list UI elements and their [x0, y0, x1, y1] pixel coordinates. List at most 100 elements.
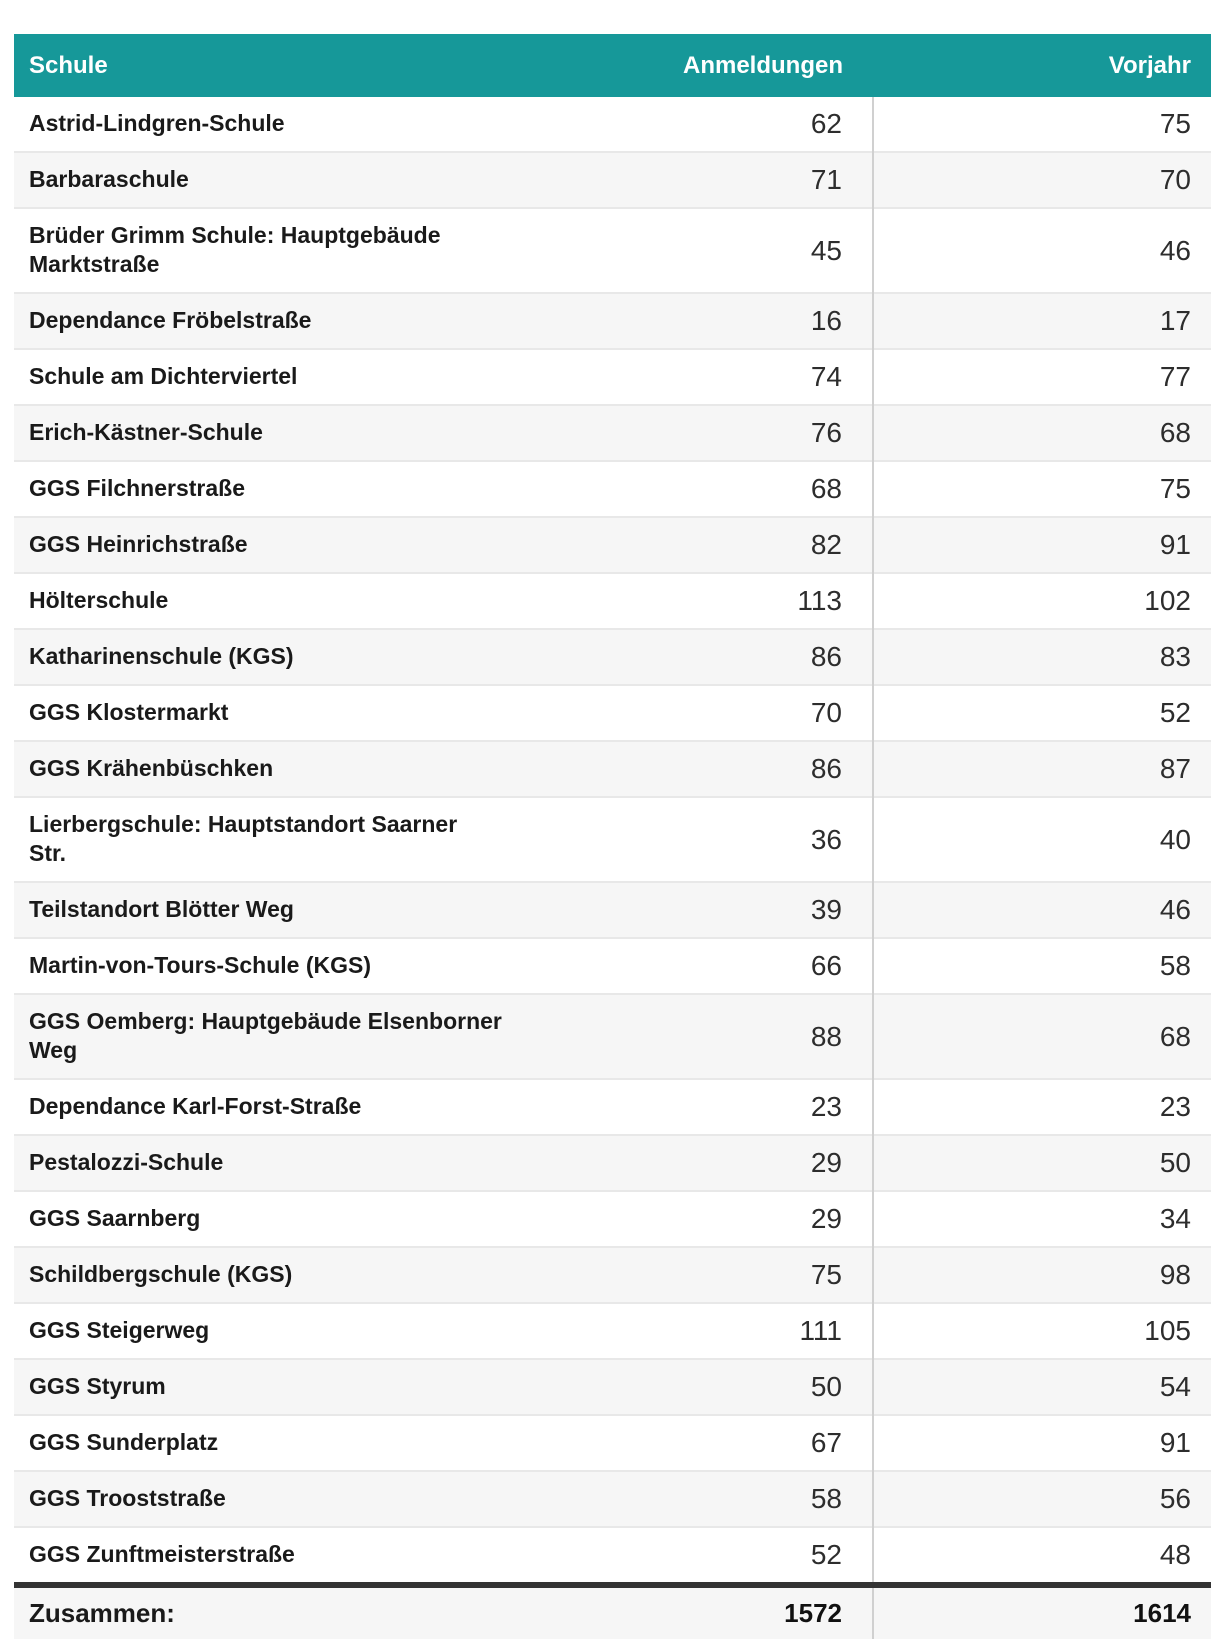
vorjahr-value: 68 [872, 404, 1211, 461]
school-enrollment-table: Schule Anmeldungen Vorjahr Astrid-Lindgr… [14, 34, 1211, 1639]
table-row: GGS Krähenbüschken 86 87 [14, 740, 1211, 797]
table-row: Brüder Grimm Schule: Hauptgebäude Markts… [14, 207, 1211, 293]
anmeldungen-value: 74 [574, 348, 873, 405]
school-name: Brüder Grimm Schule: Hauptgebäude Markts… [14, 207, 574, 293]
table-row: GGS Styrum 50 54 [14, 1358, 1211, 1415]
table-body: Astrid-Lindgren-Schule 62 75 Barbaraschu… [14, 97, 1211, 1585]
table-row: GGS Trooststraße 58 56 [14, 1470, 1211, 1527]
table-row: Katharinenschule (KGS) 86 83 [14, 628, 1211, 685]
school-name: GGS Klostermarkt [14, 684, 574, 741]
table-row: Dependance Karl-Forst-Straße 23 23 [14, 1078, 1211, 1135]
table-row: GGS Klostermarkt 70 52 [14, 684, 1211, 741]
vorjahr-value: 105 [872, 1302, 1211, 1359]
table-row: GGS Saarnberg 29 34 [14, 1190, 1211, 1247]
table-row: Barbaraschule 71 70 [14, 151, 1211, 208]
table-row: GGS Filchnerstraße 68 75 [14, 460, 1211, 517]
vorjahr-value: 50 [872, 1134, 1211, 1191]
vorjahr-value: 34 [872, 1190, 1211, 1247]
school-name: Lierbergschule: Hauptstandort Saarner St… [14, 796, 574, 882]
school-name: GGS Filchnerstraße [14, 460, 574, 517]
anmeldungen-value: 29 [574, 1134, 873, 1191]
vorjahr-value: 58 [872, 937, 1211, 994]
anmeldungen-value: 113 [574, 572, 873, 629]
total-anmeldungen-value: 1572 [574, 1582, 873, 1639]
school-name: Hölterschule [14, 572, 574, 629]
anmeldungen-value: 16 [574, 292, 873, 349]
table-footer: Zusammen: 1572 1614 [14, 1582, 1211, 1639]
column-header-anmeldungen: Anmeldungen [574, 34, 873, 97]
table-row: GGS Oemberg: Hauptgebäude Elsenborner We… [14, 993, 1211, 1079]
vorjahr-value: 52 [872, 684, 1211, 741]
school-name: GGS Krähenbüschken [14, 740, 574, 797]
anmeldungen-value: 62 [810, 108, 842, 139]
anmeldungen-value: 82 [574, 516, 873, 573]
vorjahr-value: 40 [872, 796, 1211, 882]
table-row: Schule am Dichterviertel 74 77 [14, 348, 1211, 405]
school-name: Schildbergschule (KGS) [14, 1246, 574, 1303]
school-name: Teilstandort Blötter Weg [14, 881, 574, 938]
table-row: Martin-von-Tours-Schule (KGS) 66 58 [14, 937, 1211, 994]
school-name: GGS Sunderplatz [14, 1414, 574, 1471]
vorjahr-value: 48 [872, 1526, 1211, 1585]
anmeldungen-value: 50 [574, 1358, 873, 1415]
school-name: Pestalozzi-Schule [14, 1134, 574, 1191]
vorjahr-value: 77 [872, 348, 1211, 405]
table-row: GGS Heinrichstraße 82 91 [14, 516, 1211, 573]
anmeldungen-value: 45 [574, 207, 873, 293]
header-row: Schule Anmeldungen Vorjahr [14, 34, 1211, 97]
school-name: GGS Heinrichstraße [14, 516, 574, 573]
anmeldungen-value: 86 [574, 740, 873, 797]
table-row: Schildbergschule (KGS) 75 98 [14, 1246, 1211, 1303]
table-row: Pestalozzi-Schule 29 50 [14, 1134, 1211, 1191]
table-row: Teilstandort Blötter Weg 39 46 [14, 881, 1211, 938]
anmeldungen-value: 67 [574, 1414, 873, 1471]
table-row: GGS Sunderplatz 67 91 [14, 1414, 1211, 1471]
total-label: Zusammen: [14, 1582, 574, 1639]
anmeldungen-value: 71 [574, 151, 873, 208]
table-header: Schule Anmeldungen Vorjahr [14, 34, 1211, 97]
school-name: GGS Zunftmeisterstraße [14, 1526, 574, 1585]
anmeldungen-value: 23 [574, 1078, 873, 1135]
anmeldungen-value: 70 [574, 684, 873, 741]
vorjahr-value: 56 [872, 1470, 1211, 1527]
table-row: GGS Steigerweg 111 105 [14, 1302, 1211, 1359]
school-name: Schule am Dichterviertel [14, 348, 574, 405]
column-header-schule: Schule [14, 34, 574, 97]
vorjahr-value: 68 [872, 993, 1211, 1079]
vorjahr-value: 23 [872, 1078, 1211, 1135]
table-row: Erich-Kästner-Schule 76 68 [14, 404, 1211, 461]
table-row: Lierbergschule: Hauptstandort Saarner St… [14, 796, 1211, 882]
school-name: Erich-Kästner-Schule [14, 404, 574, 461]
column-header-vorjahr: Vorjahr [873, 34, 1211, 97]
anmeldungen-value: 29 [574, 1190, 873, 1247]
total-vorjahr-value: 1614 [872, 1582, 1211, 1639]
vorjahr-value: 91 [872, 1414, 1211, 1471]
table-row: Dependance Fröbelstraße 16 17 [14, 292, 1211, 349]
vorjahr-value: 75 [872, 97, 1211, 152]
total-row: Zusammen: 1572 1614 [14, 1582, 1211, 1639]
anmeldungen-value: 68 [574, 460, 873, 517]
vorjahr-value: 98 [872, 1246, 1211, 1303]
school-name: Katharinenschule (KGS) [14, 628, 574, 685]
anmeldungen-value: 75 [574, 1246, 873, 1303]
vorjahr-value: 54 [872, 1358, 1211, 1415]
school-name: Dependance Karl-Forst-Straße [14, 1078, 574, 1135]
anmeldungen-value: 88 [574, 993, 873, 1079]
vorjahr-value: 46 [872, 207, 1211, 293]
vorjahr-value: 83 [872, 628, 1211, 685]
vorjahr-value: 17 [872, 292, 1211, 349]
anmeldungen-value: 52 [574, 1526, 873, 1585]
anmeldungen-value: 66 [574, 937, 873, 994]
vorjahr-value: 87 [872, 740, 1211, 797]
school-name: GGS Steigerweg [14, 1302, 574, 1359]
anmeldungen-value: 39 [574, 881, 873, 938]
vorjahr-value: 102 [872, 572, 1211, 629]
vorjahr-value: 75 [872, 460, 1211, 517]
school-name: Barbaraschule [14, 151, 574, 208]
table-row: Hölterschule 113 102 [14, 572, 1211, 629]
anmeldungen-value: 76 [574, 404, 873, 461]
table-row: Astrid-Lindgren-Schule 62 75 [14, 97, 1211, 152]
school-name: Dependance Fröbelstraße [14, 292, 574, 349]
anmeldungen-value: 111 [574, 1302, 873, 1359]
